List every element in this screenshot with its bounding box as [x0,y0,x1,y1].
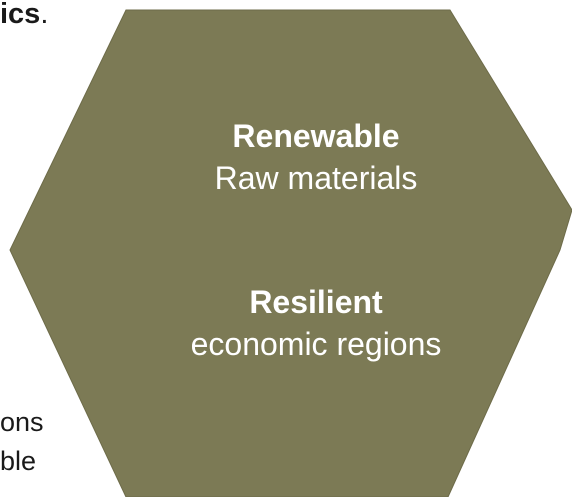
hexagon-heading-resilient: Resilient [249,284,383,320]
hexagon-text-raw-materials: Raw materials [214,160,418,196]
clipped-heading-punct: . [40,0,49,30]
clipped-body-fragment-2: ble [0,446,37,476]
hexagon-text-economic-regions: economic regions [190,326,442,362]
clipped-heading-text: ics [0,0,41,30]
hexagon-heading-renewable: Renewable [232,118,400,154]
clipped-heading-fragment: ics. [0,0,48,29]
hexagon-fill [9,9,572,497]
clipped-body-fragment-1: ons [0,407,44,437]
